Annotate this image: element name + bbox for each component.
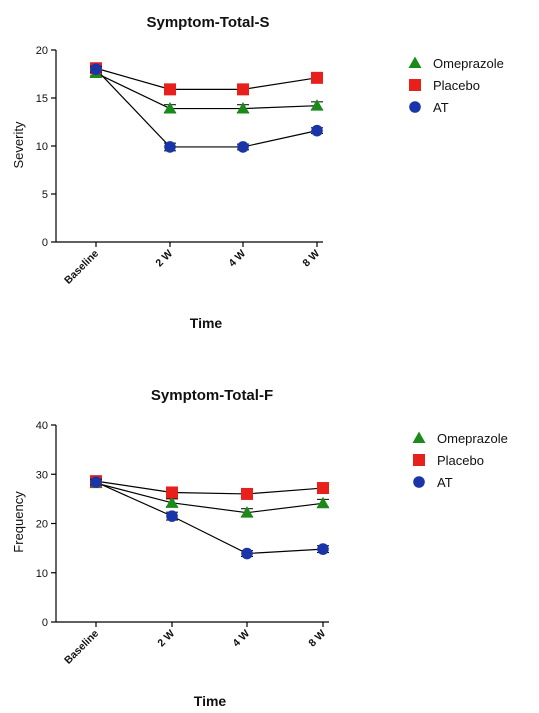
series-line <box>95 480 324 495</box>
square-marker <box>164 83 176 96</box>
y-axis-label: Frequency <box>11 491 26 553</box>
circle-marker <box>237 141 249 153</box>
legend-entry: Omeprazole <box>433 56 504 71</box>
x-axis-label: Time <box>194 693 227 709</box>
frequency-chart: Symptom-Total-F Frequency Time 0 10 20 30 40… <box>11 387 508 709</box>
square-marker <box>311 71 323 84</box>
series-line <box>95 72 318 110</box>
triangle-marker <box>165 496 179 508</box>
triangle-marker <box>240 506 254 518</box>
circle-marker <box>166 510 178 522</box>
chart-title: Symptom-Total-S <box>146 14 269 31</box>
y-axis-label: Severity <box>11 121 26 168</box>
triangle-marker <box>408 56 422 68</box>
y-tick-label: 10 <box>36 141 48 153</box>
circle-marker <box>90 63 102 75</box>
square-marker <box>166 486 178 499</box>
circle-marker <box>90 476 102 488</box>
x-tick-label: Baseline <box>62 248 101 287</box>
x-tick-label: Baseline <box>62 628 101 667</box>
legend-entry: AT <box>437 475 453 490</box>
circle-marker <box>311 124 323 137</box>
legend-entry: AT <box>433 100 449 115</box>
square-marker <box>409 79 421 91</box>
legend-entry: Omeprazole <box>437 431 508 446</box>
triangle-marker <box>163 102 177 114</box>
circle-marker <box>317 543 329 555</box>
y-tick-label: 20 <box>36 45 48 57</box>
circle-marker <box>413 476 425 488</box>
square-marker <box>241 487 253 500</box>
triangle-marker <box>412 431 426 443</box>
triangle-marker <box>310 99 324 111</box>
x-tick-label: 8 W <box>306 628 328 650</box>
y-tick-label: 0 <box>42 237 48 249</box>
square-marker <box>413 454 425 466</box>
y-tick-label: 20 <box>36 519 48 531</box>
legend-entry: Placebo <box>437 453 484 468</box>
y-tick-label: 30 <box>36 469 48 481</box>
x-tick-label: 2 W <box>155 628 177 650</box>
square-marker <box>237 83 249 96</box>
y-tick-label: 10 <box>36 568 48 580</box>
x-tick-label: 8 W <box>300 248 322 270</box>
y-tick-label: 40 <box>36 420 48 432</box>
series-line <box>95 68 318 148</box>
triangle-marker <box>316 496 330 509</box>
y-tick-label: 15 <box>36 93 48 105</box>
y-tick-label: 5 <box>42 189 48 201</box>
x-tick-label: 4 W <box>226 248 248 270</box>
circle-marker <box>241 547 253 560</box>
chart-title: Symptom-Total-F <box>151 387 273 404</box>
x-tick-label: 4 W <box>230 628 252 650</box>
x-tick-label: 2 W <box>153 248 175 270</box>
x-axis-label: Time <box>190 315 223 331</box>
series-line <box>95 482 324 514</box>
circle-marker <box>409 101 421 113</box>
series-line <box>95 67 318 90</box>
triangle-marker <box>236 102 250 114</box>
severity-chart: Symptom-Total-S Severity Time 0 5 10 15 20 Ba… <box>11 14 504 331</box>
circle-marker <box>164 141 176 153</box>
y-tick-label: 0 <box>42 617 48 629</box>
square-marker <box>317 482 329 495</box>
legend-entry: Placebo <box>433 78 480 93</box>
series-line <box>95 481 324 555</box>
